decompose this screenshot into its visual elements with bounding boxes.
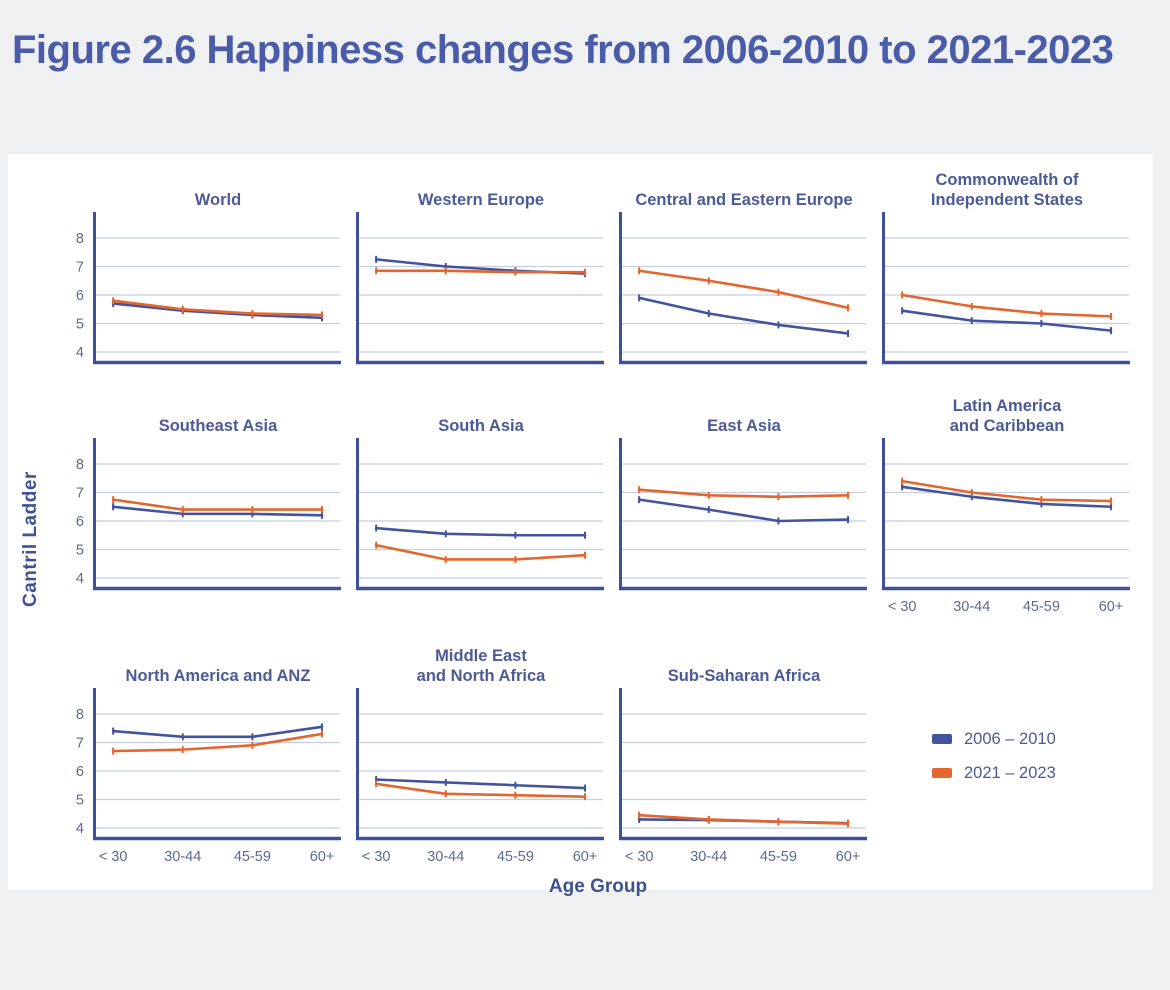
series-line-southeast-asia-1 [111,498,324,511]
series-line-north-america-and-anz-0 [111,725,324,739]
chart-panel-latin-america-and-caribbean: Latin America and Caribbean < 30 30-44 45-5… [882,394,1132,618]
page-title: Figure 2.6 Happiness changes from 2006-2… [12,28,1114,72]
plot-world: 4 5 6 7 8 [76,212,341,365]
series-line-southeast-asia-0 [111,505,324,517]
chart-title-central-and-eastern-europe: Central and Eastern Europe [635,191,853,209]
x-tick-3: 60+ [1099,599,1124,615]
y-tick-5: 5 [76,793,84,809]
series-line-world-0 [111,302,324,320]
y-tick-6: 6 [76,764,84,780]
x-tick-0: < 30 [362,849,391,865]
y-tick-8: 8 [76,707,84,723]
y-tick-7: 7 [76,486,84,502]
legend-item-2006-2010: 2006 – 2010 [932,730,1132,749]
chart-title-north-america-and-anz: North America and ANZ [125,667,311,685]
x-axis-label: Age Group [548,876,648,897]
chart-title-south-asia: South Asia [438,417,524,435]
x-tick-0: < 30 [888,599,917,615]
legend-swatch-2021-2023 [932,768,952,778]
series-line-east-asia-1 [637,488,850,499]
plot-southeast-asia: 4 5 6 7 8 [76,438,341,591]
x-tick-3: 60+ [836,849,861,865]
chart-title-world: World [194,191,242,209]
chart-panel-sub-saharan-africa: Sub-Saharan Africa < 30 30-44 45-59 60+ [619,644,869,868]
y-tick-7: 7 [76,260,84,276]
plot-east-asia [619,438,867,591]
series-line-east-asia-0 [637,498,850,523]
plot-north-america-and-anz: 4 5 6 7 8 < 30 30-44 45-59 60+ [76,688,341,865]
y-tick-7: 7 [76,736,84,752]
y-tick-5: 5 [76,317,84,333]
plot-western-europe [356,212,604,365]
series-line-latin-america-and-caribbean-0 [900,485,1113,509]
x-tick-1: 30-44 [427,849,464,865]
x-tick-2: 45-59 [497,849,534,865]
series-line-commonwealth-of-independent-states-1 [900,293,1113,318]
plot-middle-east-and-north-africa: < 30 30-44 45-59 60+ [356,688,604,865]
series-line-commonwealth-of-independent-states-0 [900,309,1113,332]
y-tick-4: 4 [76,821,84,837]
x-tick-2: 45-59 [760,849,797,865]
series-line-sub-saharan-africa-1 [637,813,850,826]
plot-latin-america-and-caribbean: < 30 30-44 45-59 60+ [882,438,1130,615]
y-axis-label: Cantril Ladder [20,471,41,607]
chart-title-latin-america-and-caribbean: Latin America and Caribbean [949,397,1065,435]
chart-panel-central-and-eastern-europe: Central and Eastern Europe [619,168,869,368]
chart-title-east-asia: East Asia [707,417,781,435]
x-tick-3: 60+ [310,849,335,865]
x-tick-0: < 30 [99,849,128,865]
legend-item-2021-2023: 2021 – 2023 [932,764,1132,783]
chart-panel-east-asia: East Asia [619,394,869,618]
y-tick-4: 4 [76,345,84,361]
y-tick-4: 4 [76,571,84,587]
plot-commonwealth-of-independent-states [882,212,1130,365]
chart-panel-north-america-and-anz: North America and ANZ 4 5 6 7 8 < 30 30-44 45-59… [63,644,343,868]
figure-card: Cantril Ladder World 4 5 6 7 8 Western Europe C… [8,154,1153,897]
series-line-central-and-eastern-europe-0 [637,296,850,335]
legend-label-2006-2010: 2006 – 2010 [964,729,1056,748]
series-line-south-asia-1 [374,543,587,561]
chart-panel-southeast-asia: Southeast Asia 4 5 6 7 8 [63,394,343,618]
x-tick-1: 30-44 [164,849,201,865]
chart-title-commonwealth-of-independent-states: Commonwealth of Independent States [930,171,1084,209]
chart-panel-commonwealth-of-independent-states: Commonwealth of Independent States [882,168,1132,368]
x-tick-1: 30-44 [690,849,727,865]
x-tick-3: 60+ [573,849,598,865]
chart-title-western-europe: Western Europe [417,191,545,209]
chart-panel-world: World 4 5 6 7 8 [63,168,343,368]
plot-south-asia [356,438,604,591]
x-tick-2: 45-59 [1023,599,1060,615]
legend-label-2021-2023: 2021 – 2023 [964,763,1056,782]
x-tick-0: < 30 [625,849,654,865]
series-line-middle-east-and-north-africa-0 [374,778,587,790]
chart-panel-western-europe: Western Europe [356,168,606,368]
plot-central-and-eastern-europe [619,212,867,365]
series-line-latin-america-and-caribbean-1 [900,479,1113,503]
series-line-western-europe-1 [374,269,587,274]
chart-title-southeast-asia: Southeast Asia [158,417,278,435]
chart-panel-middle-east-and-north-africa: Middle East and North Africa < 30 30-44 45-… [356,644,606,868]
chart-title-middle-east-and-north-africa: Middle East and North Africa [416,647,546,685]
y-tick-5: 5 [76,543,84,559]
x-tick-2: 45-59 [234,849,271,865]
plot-sub-saharan-africa: < 30 30-44 45-59 60+ [619,688,867,865]
series-line-south-asia-0 [374,526,587,537]
series-line-middle-east-and-north-africa-1 [374,782,587,798]
series-line-central-and-eastern-europe-1 [637,269,850,310]
y-tick-6: 6 [76,514,84,530]
y-tick-8: 8 [76,457,84,473]
chart-title-sub-saharan-africa: Sub-Saharan Africa [667,667,821,685]
legend: 2006 – 2010 2021 – 2023 [882,644,1132,868]
legend-swatch-2006-2010 [932,734,952,744]
y-tick-6: 6 [76,288,84,304]
chart-panel-south-asia: South Asia [356,394,606,618]
series-line-north-america-and-anz-1 [111,732,324,753]
x-tick-1: 30-44 [953,599,990,615]
y-tick-8: 8 [76,231,84,247]
series-line-world-1 [111,299,324,317]
charts-grid: World 4 5 6 7 8 Western Europe Central and East… [63,168,1133,868]
